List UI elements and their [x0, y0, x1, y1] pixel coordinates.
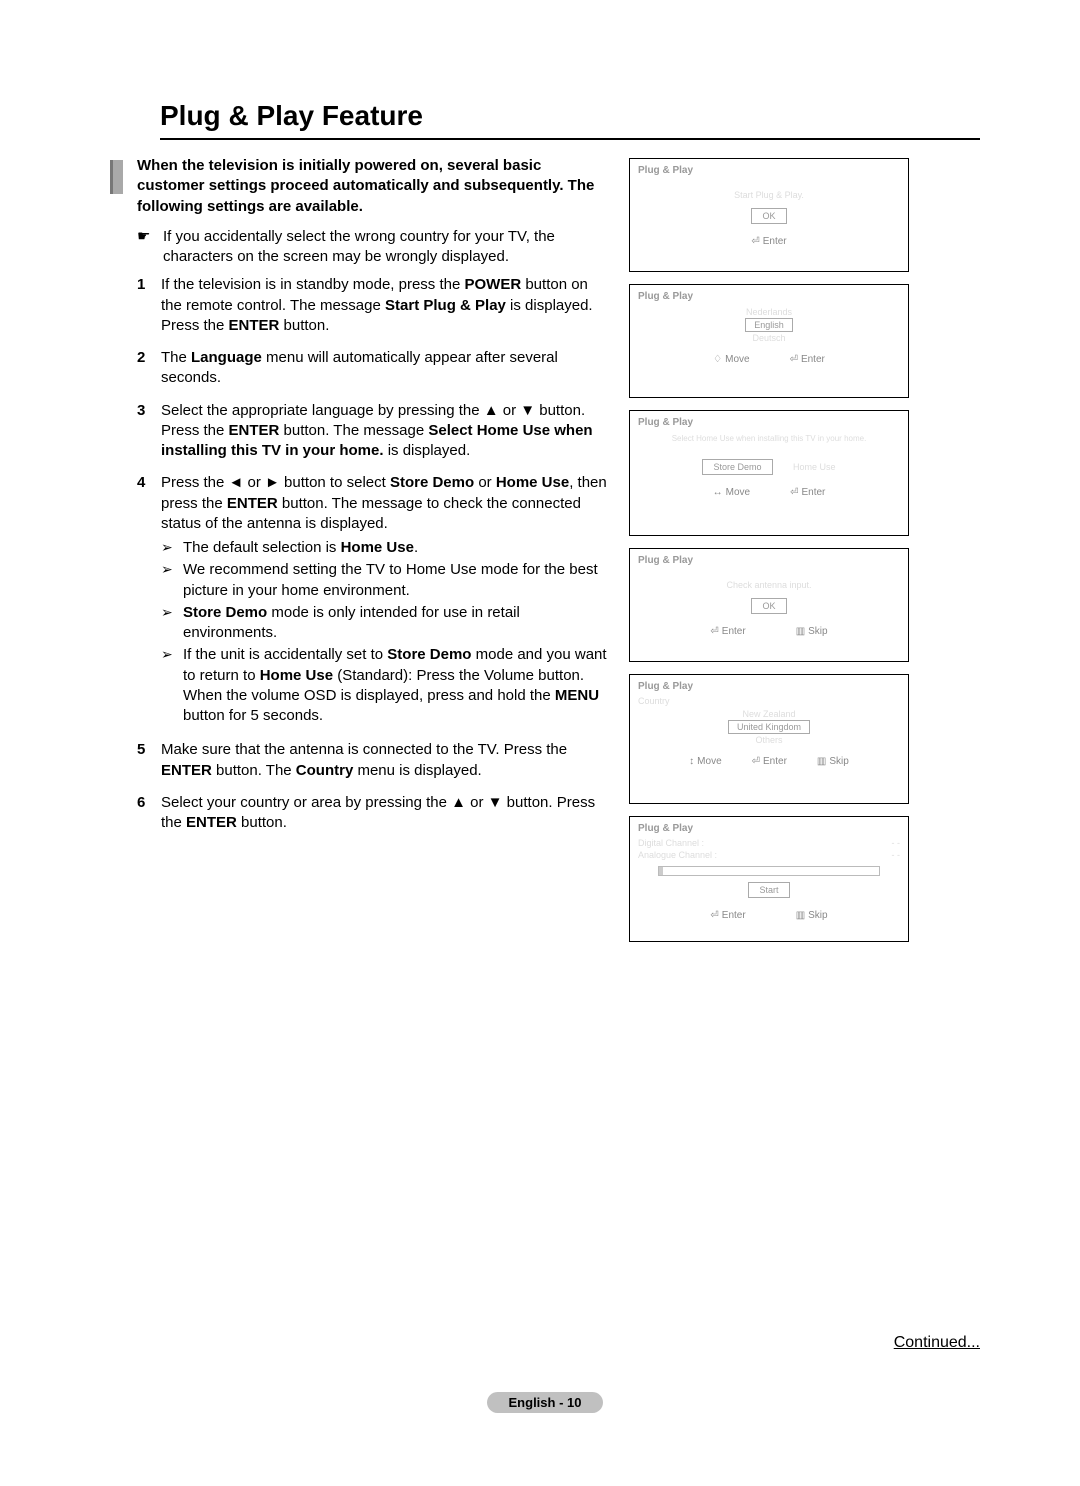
screen-icons: ↕ Move ⏎ Enter ▥ Skip [638, 756, 900, 767]
screen-icons: ↔ Move ⏎ Enter [638, 487, 900, 498]
step-body: Select the appropriate language by press… [161, 401, 607, 462]
title-block: Plug & Play Feature [160, 100, 980, 140]
screen-language: Plug & Play Nederlands English Deutsch ♢… [629, 284, 909, 398]
left-column: When the television is initially powered… [137, 156, 607, 845]
step-number: 1 [137, 275, 161, 336]
arrow-icon: ➢ [161, 560, 183, 601]
note-text: If you accidentally select the wrong cou… [163, 227, 607, 268]
right-column: Plug & Play Start Plug & Play. OK ⏎ Ente… [629, 156, 909, 954]
step-number: 5 [137, 740, 161, 781]
step-number: 4 [137, 473, 161, 728]
steps-list: 1 If the television is in standby mode, … [137, 275, 607, 833]
step-number: 2 [137, 348, 161, 389]
step-1: 1 If the television is in standby mode, … [137, 275, 607, 336]
step-6: 6 Select your country or area by pressin… [137, 793, 607, 834]
screen-icons: ⏎ Enter [638, 236, 900, 247]
screen-icons: ♢ Move ⏎ Enter [638, 354, 900, 365]
screen-auto-store: Plug & Play Digital Channel :- - Analogu… [629, 816, 909, 942]
step-number: 6 [137, 793, 161, 834]
skip-icon: ▥ Skip [817, 756, 849, 767]
arrow-icon: ➢ [161, 645, 183, 726]
screen-icons: ⏎ Enter ▥ Skip [638, 626, 900, 637]
step-body: Press the ◄ or ► button to select Store … [161, 473, 607, 728]
content-row: When the television is initially powered… [110, 156, 980, 954]
move-icon: ♢ Move [713, 354, 749, 365]
page-title: Plug & Play Feature [160, 100, 980, 132]
note-row: ☛ If you accidentally select the wrong c… [137, 227, 607, 268]
footer-pill: English - 10 [487, 1392, 604, 1413]
move-icon: ↕ Move [689, 756, 721, 767]
step-body: If the television is in standby mode, pr… [161, 275, 607, 336]
enter-icon: ⏎ Enter [752, 756, 787, 767]
enter-icon: ⏎ Enter [710, 910, 745, 921]
step-body: Select your country or area by pressing … [161, 793, 607, 834]
screen-antenna: Plug & Play Check antenna input. OK ⏎ En… [629, 548, 909, 662]
step-4: 4 Press the ◄ or ► button to select Stor… [137, 473, 607, 728]
step-body: Make sure that the antenna is connected … [161, 740, 607, 781]
enter-icon: ⏎ Enter [710, 626, 745, 637]
sub-list: ➢The default selection is Home Use. ➢We … [161, 538, 607, 726]
progress-bar [658, 866, 880, 876]
note-icon: ☛ [137, 227, 155, 268]
intro-text: When the television is initially powered… [137, 156, 607, 217]
step-3: 3 Select the appropriate language by pre… [137, 401, 607, 462]
step-2: 2 The Language menu will automatically a… [137, 348, 607, 389]
enter-icon: ⏎ Enter [790, 487, 825, 498]
step-5: 5 Make sure that the antenna is connecte… [137, 740, 607, 781]
page-footer: English - 10 [110, 1392, 980, 1413]
skip-icon: ▥ Skip [796, 910, 828, 921]
step-number: 3 [137, 401, 161, 462]
enter-icon: ⏎ Enter [790, 354, 825, 365]
continued-text: Continued... [110, 1334, 980, 1352]
move-icon: ↔ Move [713, 487, 750, 498]
screen-icons: ⏎ Enter ▥ Skip [638, 910, 900, 921]
skip-icon: ▥ Skip [796, 626, 828, 637]
arrow-icon: ➢ [161, 603, 183, 644]
step-body: The Language menu will automatically app… [161, 348, 607, 389]
ok-box: OK [751, 208, 786, 224]
arrow-icon: ➢ [161, 538, 183, 558]
enter-icon: ⏎ Enter [751, 236, 786, 247]
screen-plug-play-start: Plug & Play Start Plug & Play. OK ⏎ Ente… [629, 158, 909, 272]
side-mark [110, 160, 123, 194]
screen-home-use: Plug & Play Select Home Use when install… [629, 410, 909, 536]
screen-country: Plug & Play Country New Zealand United K… [629, 674, 909, 804]
